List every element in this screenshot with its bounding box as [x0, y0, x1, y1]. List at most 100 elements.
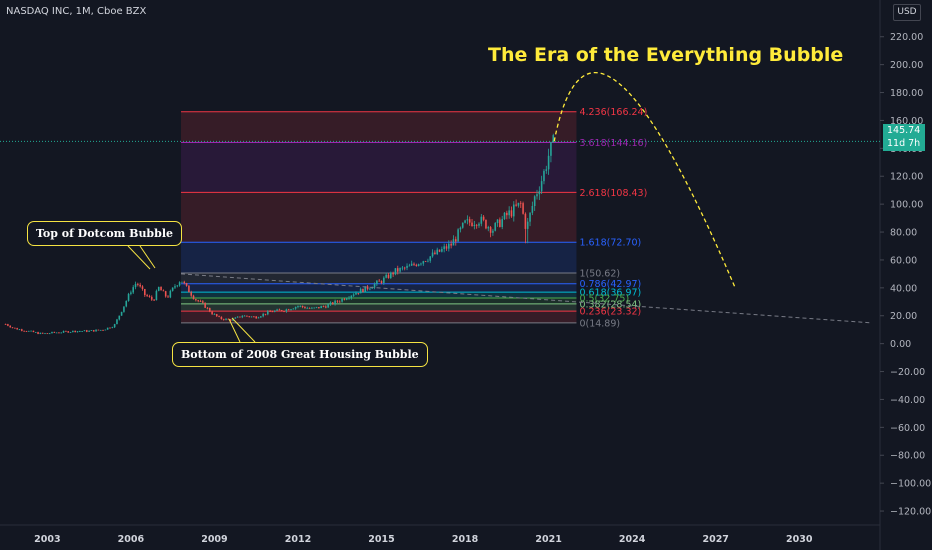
candle-body [427, 260, 429, 262]
candle-body [106, 327, 109, 330]
candle-body [280, 310, 283, 312]
candle-body [292, 308, 295, 310]
fib-zone [181, 142, 577, 193]
candle-body [501, 219, 503, 227]
candle-body [215, 314, 218, 317]
candle-body [355, 292, 357, 295]
candle-body [48, 333, 51, 335]
currency-button[interactable]: USD [893, 4, 921, 21]
candle-body [90, 330, 93, 331]
candle-body [489, 227, 492, 233]
fib-level-label: 0.618(36.97) [579, 288, 641, 299]
candle-body [55, 332, 58, 334]
candle-body [234, 317, 237, 319]
candle-body [336, 300, 339, 302]
candle-body [376, 280, 378, 285]
candle-body [23, 330, 25, 332]
fib-level-label: 0.5(32.75) [579, 293, 629, 304]
candle-body [466, 219, 469, 221]
candle-body [417, 264, 420, 266]
candle-body [150, 296, 153, 300]
y-tick-label: −60.00 [890, 423, 925, 434]
candle-body [366, 286, 369, 290]
candle-body [373, 284, 376, 288]
y-tick-label: 0.00 [890, 339, 911, 350]
candle-body [369, 288, 371, 290]
candle-body [7, 324, 9, 326]
candle-body [148, 296, 151, 297]
candle-body [399, 267, 401, 272]
candle-body [517, 202, 520, 206]
candle-body [188, 285, 190, 293]
y-tick-label: 120.00 [890, 172, 923, 183]
y-tick-label: 160.00 [890, 116, 923, 127]
candle-body [199, 301, 202, 303]
candle-body [25, 331, 28, 332]
candle-body [269, 311, 271, 312]
x-tick-label: 2009 [201, 534, 227, 545]
candle-body [420, 263, 422, 265]
candle-body [482, 216, 485, 220]
callout-housing-leader [231, 317, 256, 343]
candle-body [438, 249, 441, 252]
candle-body [325, 306, 327, 308]
candle-body [178, 282, 181, 286]
candle-body [202, 301, 204, 303]
dashed-trend-line [180, 273, 872, 324]
candle-body [9, 325, 12, 328]
candle-body [132, 287, 135, 293]
candle-body [46, 333, 49, 335]
candle-body [250, 316, 253, 318]
candle-body [79, 331, 81, 332]
y-tick-label: −100.00 [890, 479, 931, 490]
candle-body [241, 316, 244, 318]
candle-body [492, 230, 494, 233]
price-axis[interactable]: 220.00200.00180.00160.00140.00120.00100.… [880, 32, 931, 518]
candle-body [197, 300, 199, 302]
candle-body [299, 305, 302, 307]
candle-body [329, 302, 332, 305]
candle-body [164, 291, 167, 297]
candle-body [475, 224, 478, 226]
candle-body [533, 196, 536, 207]
last-price-value: 145.74 [887, 125, 921, 136]
candle-body [97, 329, 100, 331]
candle-body [529, 212, 531, 222]
callout-housing: Bottom of 2008 Great Housing Bubble [172, 342, 428, 367]
candle-body [160, 286, 162, 291]
y-tick-label: 60.00 [890, 255, 917, 266]
candle-body [515, 204, 517, 206]
y-tick-label: −20.00 [890, 367, 925, 378]
fib-zone [181, 297, 577, 304]
fibonacci-extension: 4.236(166.24) 3.618(144.16) 2.618(108.43) 1… [181, 107, 647, 329]
callout-dotcom: Top of Dotcom Bubble [27, 221, 182, 246]
candle-body [34, 332, 37, 333]
candle-body [85, 330, 88, 332]
candle-body [464, 220, 466, 223]
x-tick-label: 2024 [619, 534, 646, 545]
candle-body [41, 332, 44, 334]
candle-body [522, 203, 524, 214]
candle-body [204, 302, 206, 308]
candle-body [499, 219, 501, 227]
last-price-tag: 145.74 11d 7h [883, 124, 925, 151]
candle-body [519, 202, 522, 204]
candle-body [364, 286, 367, 293]
time-axis[interactable]: 2003 2006 2009 2012 2015 2018 2021 2024 2027 2030 [34, 534, 813, 545]
fib-level-label: 1(50.62) [579, 269, 620, 280]
candle-body [125, 300, 128, 307]
candle-body [341, 298, 343, 302]
candle-body [169, 290, 172, 298]
candle-body [313, 307, 316, 309]
bubble-projection-curve [553, 71, 736, 289]
candle-body [192, 295, 195, 300]
candle-body [318, 307, 320, 309]
candle-body [468, 219, 471, 223]
candle-body [385, 274, 387, 278]
candle-body [99, 329, 102, 331]
candle-body [176, 285, 179, 287]
candle-body [39, 332, 42, 335]
callout-housing-leader [228, 318, 241, 343]
candle-body [246, 315, 248, 317]
